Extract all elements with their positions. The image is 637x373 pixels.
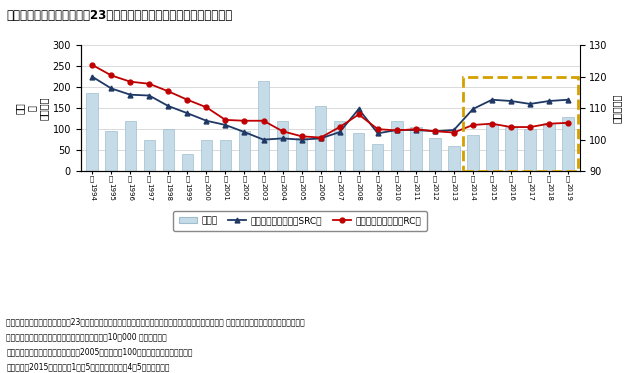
Text: 1995: 1995 — [108, 182, 114, 200]
Text: 年: 年 — [261, 175, 266, 182]
Bar — [124, 121, 136, 171]
Bar — [464, 76, 578, 171]
Text: 年: 年 — [452, 175, 456, 182]
Bar — [87, 93, 98, 171]
Bar — [372, 144, 383, 171]
Text: ただし，2015年の数値は1月～5月までの平均値（4・5月は速報値）: ただし，2015年の数値は1月～5月までの平均値（4・5月は速報値） — [6, 363, 170, 372]
Text: 年: 年 — [433, 175, 437, 182]
Text: 2008: 2008 — [355, 182, 362, 200]
Text: 2003: 2003 — [261, 182, 266, 200]
Text: 年: 年 — [166, 175, 171, 182]
Text: 年: 年 — [242, 175, 247, 182]
Text: 年: 年 — [318, 175, 323, 182]
Text: 1998: 1998 — [166, 182, 171, 201]
Text: 2006: 2006 — [318, 182, 324, 200]
Text: 年: 年 — [357, 175, 361, 182]
Text: 年: 年 — [299, 175, 304, 182]
Bar — [468, 135, 478, 171]
Text: 注２）建築費（対象都市：東京）は2005年を基準（100）とした指数（年間平均）: 注２）建築費（対象都市：東京）は2005年を基準（100）とした指数（年間平均） — [6, 348, 193, 357]
Text: 年: 年 — [471, 175, 475, 182]
Text: 2007: 2007 — [337, 182, 343, 200]
Text: 2004: 2004 — [280, 182, 285, 200]
Bar — [353, 134, 364, 171]
Text: 年: 年 — [147, 175, 152, 182]
Text: 年: 年 — [128, 175, 132, 182]
Text: 年: 年 — [566, 175, 570, 182]
Legend: 供給量, 建築費指数（事務所SRC）, 建築費指数（事務所RC）: 供給量, 建築費指数（事務所SRC）, 建築費指数（事務所RC） — [173, 211, 427, 231]
Y-axis label: 建築費指数: 建築費指数 — [612, 94, 622, 123]
Bar — [162, 129, 174, 171]
Text: 年: 年 — [109, 175, 113, 182]
Text: 2015: 2015 — [489, 182, 495, 200]
Text: 1997: 1997 — [147, 182, 152, 201]
Bar — [182, 154, 193, 171]
Bar — [220, 140, 231, 171]
Text: 1994: 1994 — [89, 182, 95, 200]
Text: 建築費指数（東京）と東京23区の大規模オフィスビルの供給量の推移: 建築費指数（東京）と東京23区の大規模オフィスビルの供給量の推移 — [6, 9, 233, 22]
Text: 2019: 2019 — [565, 182, 571, 200]
Bar — [410, 127, 422, 171]
Bar — [562, 116, 574, 171]
Text: 2010: 2010 — [394, 182, 400, 200]
Bar — [315, 106, 326, 171]
Text: 1996: 1996 — [127, 182, 133, 201]
Text: 年: 年 — [185, 175, 189, 182]
Bar — [391, 121, 403, 171]
Text: 2014: 2014 — [470, 182, 476, 200]
Text: 年: 年 — [280, 175, 285, 182]
Text: 年: 年 — [528, 175, 533, 182]
Text: 年: 年 — [395, 175, 399, 182]
Text: 2011: 2011 — [413, 182, 419, 200]
Bar — [201, 140, 212, 171]
Text: 年: 年 — [376, 175, 380, 182]
Bar — [239, 131, 250, 171]
Bar — [143, 140, 155, 171]
Text: 2012: 2012 — [432, 182, 438, 200]
Text: 年: 年 — [204, 175, 208, 182]
Text: 年: 年 — [413, 175, 418, 182]
Bar — [448, 146, 460, 171]
Text: 2017: 2017 — [527, 182, 533, 200]
Text: 1999: 1999 — [184, 182, 190, 201]
Text: 年: 年 — [338, 175, 342, 182]
Text: 年: 年 — [490, 175, 494, 182]
Bar — [486, 125, 497, 171]
Bar — [258, 81, 269, 171]
Bar — [429, 138, 441, 171]
Text: 2009: 2009 — [375, 182, 381, 200]
Text: 年: 年 — [224, 175, 227, 182]
Bar — [505, 127, 517, 171]
Text: 2000: 2000 — [203, 182, 210, 200]
Text: 年: 年 — [509, 175, 513, 182]
Bar — [334, 121, 345, 171]
Text: 注１）大規模オフィスビルとは，事務所延床面穀10，000 ㎡以上のビル: 注１）大規模オフィスビルとは，事務所延床面穀10，000 ㎡以上のビル — [6, 333, 167, 342]
Text: 年: 年 — [547, 175, 551, 182]
Bar — [524, 129, 536, 171]
Bar — [277, 121, 289, 171]
Text: 2013: 2013 — [451, 182, 457, 200]
Text: 年: 年 — [90, 175, 94, 182]
Text: 2016: 2016 — [508, 182, 514, 200]
Bar — [543, 123, 555, 171]
Text: 2002: 2002 — [241, 182, 247, 200]
Bar — [296, 138, 307, 171]
Y-axis label: 供給
量
（万㎡）: 供給 量 （万㎡） — [15, 96, 48, 120]
Text: 2018: 2018 — [546, 182, 552, 200]
Text: 2001: 2001 — [222, 182, 229, 200]
Text: 2005: 2005 — [299, 182, 304, 200]
Bar — [106, 131, 117, 171]
Text: 出所）供給量は森ビル岡「東京23区の大規模オフィスビル市場動向調査」．建築費指数は一般財団法人 建設物価調査会「建設物価指数月報」: 出所）供給量は森ビル岡「東京23区の大規模オフィスビル市場動向調査」．建築費指数… — [6, 318, 305, 327]
